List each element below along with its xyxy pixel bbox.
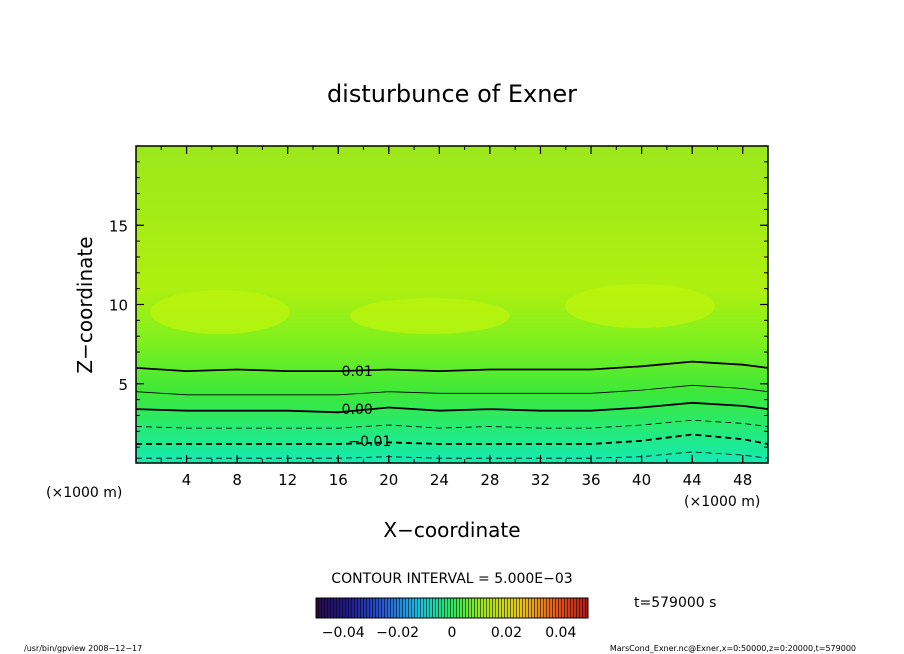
contour-label: −0.01 bbox=[348, 434, 391, 450]
contour-line bbox=[136, 360, 768, 373]
footer-left: /usr/bin/gpview 2008−12−17 bbox=[24, 644, 142, 653]
y-tick-label: 10 bbox=[109, 297, 128, 315]
y-axis-label: Z−coordinate bbox=[73, 236, 97, 373]
field-bright-region bbox=[350, 298, 510, 334]
contour-line bbox=[136, 384, 768, 396]
colorbar-frame bbox=[315, 597, 589, 619]
x-axis-unit-left: (×1000 m) bbox=[46, 485, 122, 501]
field-bright-region bbox=[565, 284, 715, 328]
x-tick-label: 48 bbox=[733, 471, 752, 489]
contour-interval-text: CONTOUR INTERVAL = 5.000E−03 bbox=[331, 571, 572, 587]
colorbar-tick-label: −0.02 bbox=[376, 625, 419, 641]
x-tick-label: 36 bbox=[581, 471, 600, 489]
x-axis-label: X−coordinate bbox=[383, 518, 520, 542]
x-tick-label: 24 bbox=[430, 471, 449, 489]
plot-area: 0.010.00−0.01 4 8 12 16 20 24 28 32 36 40 44 48 510… bbox=[109, 145, 769, 489]
contour-labels: 0.01 0.00 −0.01 bbox=[342, 364, 392, 450]
colorbar-tick-label: 0 bbox=[448, 625, 457, 641]
minor-ticks bbox=[135, 145, 769, 464]
y-tick-label: 15 bbox=[109, 217, 128, 235]
footer-right: MarsCond_Exner.nc@Exner,x=0:50000,z=0:20… bbox=[610, 644, 856, 653]
colorbar-tick-label: 0.04 bbox=[545, 625, 576, 641]
chart-title: disturbunce of Exner bbox=[327, 80, 577, 108]
contour-label: 0.00 bbox=[342, 402, 373, 418]
x-tick-label: 8 bbox=[232, 471, 242, 489]
x-tick-label: 20 bbox=[379, 471, 398, 489]
x-tick-label: 44 bbox=[683, 471, 702, 489]
contour-label: 0.01 bbox=[342, 364, 373, 380]
field-bright-region bbox=[150, 290, 290, 334]
contour-line bbox=[136, 401, 768, 414]
x-tick-label: 28 bbox=[480, 471, 499, 489]
x-tick-label: 40 bbox=[632, 471, 651, 489]
colorbar-tick-label: 0.02 bbox=[491, 625, 522, 641]
colorbar: −0.04 −0.02 0 0.02 0.04 bbox=[315, 597, 589, 641]
x-tick-label: 4 bbox=[182, 471, 192, 489]
time-label: t=579000 s bbox=[634, 595, 716, 611]
x-tick-label: 32 bbox=[531, 471, 550, 489]
x-tick-label: 12 bbox=[278, 471, 297, 489]
y-tick-label: 5 bbox=[118, 376, 128, 394]
contour-lines bbox=[136, 360, 768, 459]
x-axis-unit-right: (×1000 m) bbox=[684, 494, 760, 510]
colorbar-tick-labels: −0.04 −0.02 0 0.02 0.04 bbox=[322, 625, 577, 641]
colorbar-tick-label: −0.04 bbox=[322, 625, 365, 641]
x-tick-label: 16 bbox=[329, 471, 348, 489]
colorbar-stripes bbox=[316, 598, 588, 618]
